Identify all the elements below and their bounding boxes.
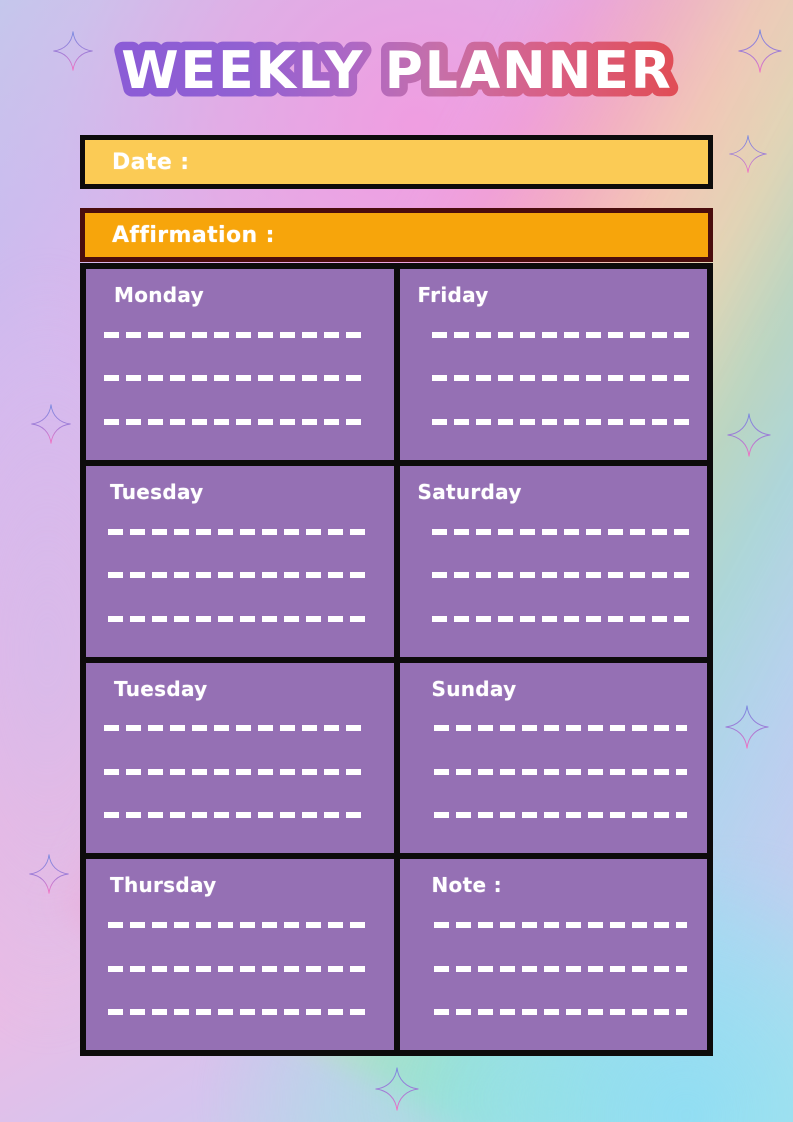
- affirmation-field-row[interactable]: Affirmation :: [80, 208, 713, 262]
- dashed-writing-line[interactable]: [433, 922, 687, 929]
- dashed-writing-line[interactable]: [433, 965, 687, 972]
- day-cell[interactable]: Sunday: [399, 662, 707, 854]
- dashed-writing-line[interactable]: [431, 528, 689, 535]
- dashed-writing-line[interactable]: [104, 375, 364, 382]
- dashed-writing-line[interactable]: [108, 1009, 368, 1016]
- dashed-writing-line[interactable]: [431, 615, 689, 622]
- dashed-writing-line[interactable]: [104, 725, 364, 732]
- day-cell-writing-lines: [104, 504, 376, 647]
- day-cell-writing-lines: [418, 897, 690, 1040]
- svg-text:WEEKLY PLANNER: WEEKLY PLANNER: [121, 41, 673, 101]
- svg-text:WEEKLY PLANNER: WEEKLY PLANNER: [121, 41, 673, 101]
- day-cell-writing-lines: [418, 701, 690, 844]
- dashed-writing-line[interactable]: [108, 922, 368, 929]
- day-cell-writing-lines: [104, 897, 376, 1040]
- day-cell-label: Saturday: [417, 479, 522, 504]
- dashed-writing-line[interactable]: [104, 812, 364, 819]
- day-cell-writing-lines: [104, 307, 376, 450]
- day-cell-label: Monday: [114, 283, 204, 307]
- dashed-writing-line[interactable]: [104, 768, 364, 775]
- day-cell[interactable]: Monday: [86, 269, 394, 460]
- day-cell-writing-lines: [418, 504, 689, 647]
- affirmation-label: Affirmation :: [112, 222, 275, 248]
- day-cell-label: Sunday: [431, 676, 517, 701]
- dashed-writing-line[interactable]: [433, 812, 687, 819]
- day-grid: Monday Friday Tuesday Saturday Tuesday Sunday…: [80, 263, 713, 1056]
- dashed-writing-line[interactable]: [431, 572, 689, 579]
- date-field-row[interactable]: Date :: [80, 135, 713, 189]
- day-cell[interactable]: Saturday: [399, 465, 707, 657]
- day-cell[interactable]: Tuesday: [86, 465, 394, 657]
- date-label: Date :: [112, 149, 190, 175]
- dashed-writing-line[interactable]: [108, 615, 368, 622]
- dashed-writing-line[interactable]: [108, 572, 368, 579]
- dashed-writing-line[interactable]: [104, 331, 364, 338]
- dashed-writing-line[interactable]: [431, 375, 689, 382]
- dashed-writing-line[interactable]: [433, 768, 687, 775]
- page-title-artwork: WEEKLY PLANNER WEEKLY PLANNER: [112, 34, 679, 108]
- dashed-writing-line[interactable]: [433, 725, 687, 732]
- dashed-writing-line[interactable]: [108, 965, 368, 972]
- day-cell-label: Tuesday: [110, 479, 204, 504]
- page-title: WEEKLY PLANNER WEEKLY PLANNER: [0, 34, 793, 108]
- dashed-writing-line[interactable]: [431, 418, 689, 425]
- dashed-writing-line[interactable]: [431, 331, 689, 338]
- day-cell[interactable]: Thursday: [86, 859, 394, 1050]
- day-cell-writing-lines: [104, 701, 376, 844]
- day-cell-label: Tuesday: [114, 676, 208, 701]
- day-cell-label: Friday: [417, 283, 489, 307]
- day-cell[interactable]: Note :: [399, 859, 707, 1050]
- dashed-writing-line[interactable]: [433, 1009, 687, 1016]
- dashed-writing-line[interactable]: [104, 418, 364, 425]
- day-cell-label: Note :: [431, 873, 502, 898]
- day-cell-writing-lines: [418, 307, 689, 450]
- day-cell[interactable]: Tuesday: [86, 662, 394, 854]
- day-cell[interactable]: Friday: [399, 269, 707, 460]
- day-cell-label: Thursday: [110, 873, 217, 898]
- dashed-writing-line[interactable]: [108, 528, 368, 535]
